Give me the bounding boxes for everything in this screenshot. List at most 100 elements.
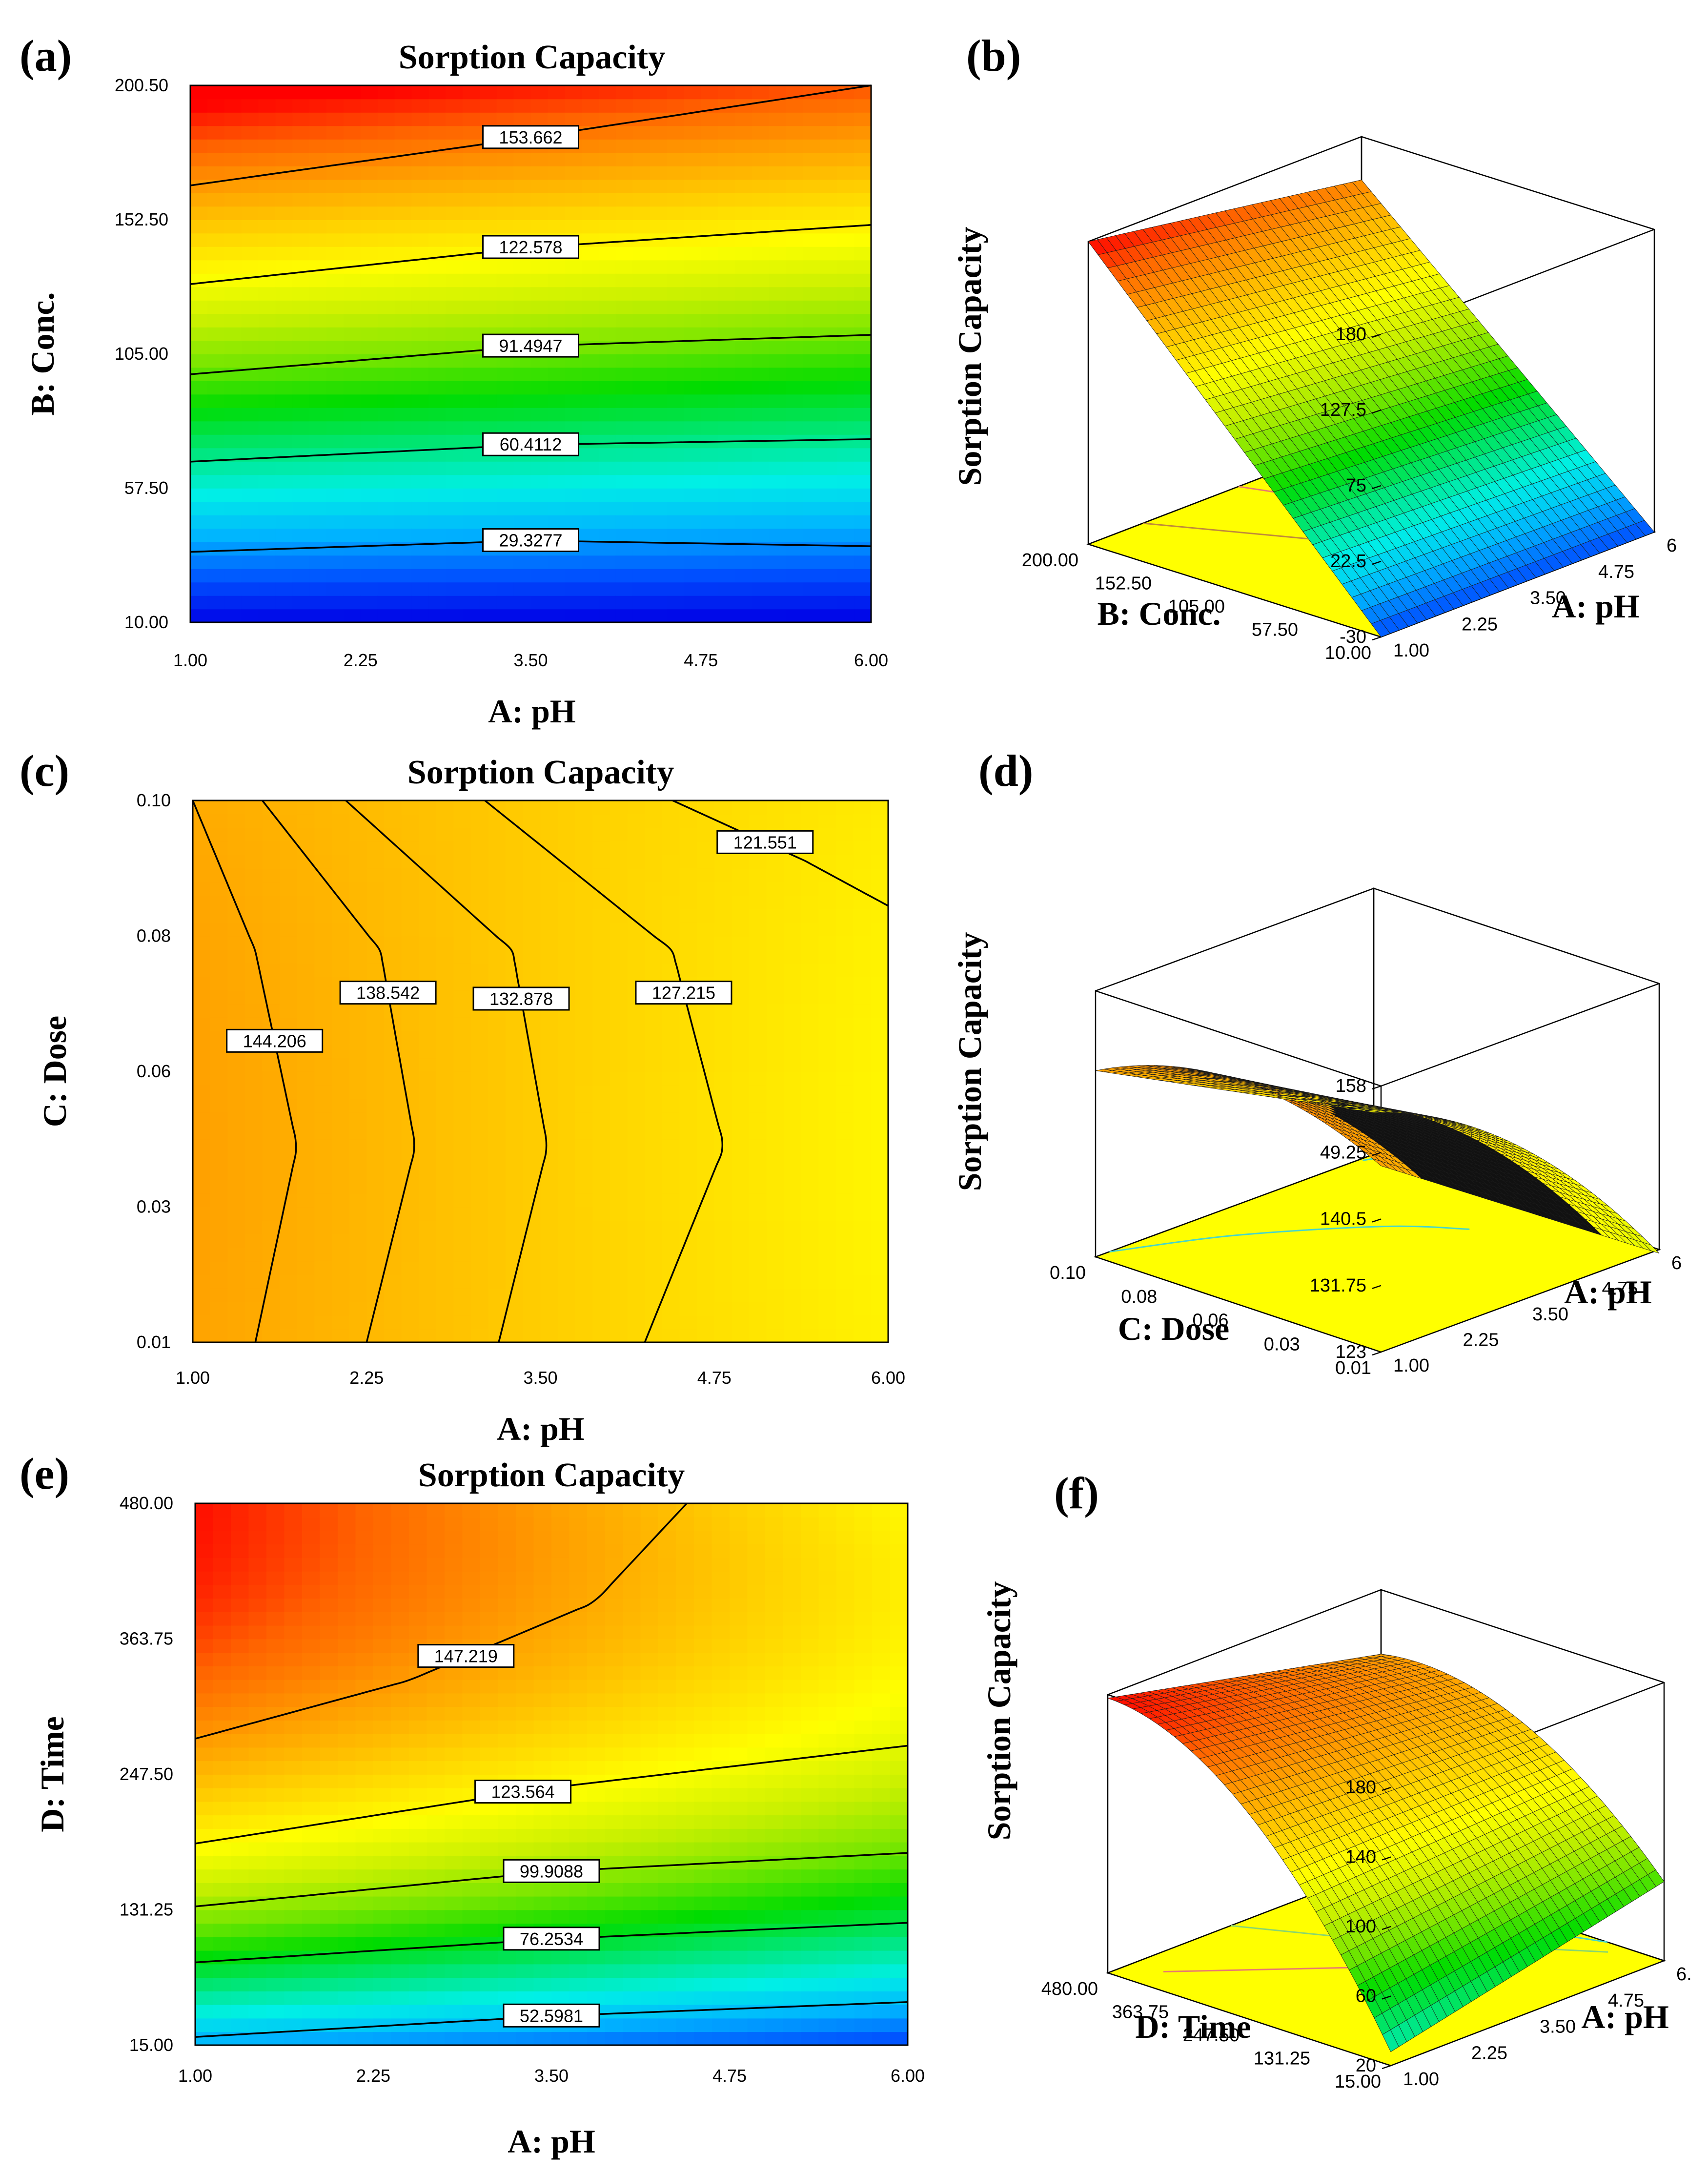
color-cell	[752, 233, 770, 247]
color-cell	[548, 569, 566, 583]
color-cell	[645, 1112, 663, 1126]
color-cell	[453, 1139, 471, 1153]
color-cell	[712, 1652, 730, 1666]
color-cell	[575, 1180, 593, 1194]
color-cell	[610, 1301, 628, 1316]
color-cell	[640, 1706, 659, 1721]
color-cell	[314, 1288, 332, 1302]
color-cell	[284, 1964, 303, 1978]
color-cell	[248, 1937, 267, 1951]
color-cell	[428, 125, 446, 140]
color-cell	[292, 85, 310, 100]
color-cell	[783, 1693, 801, 1707]
color-cell	[605, 1801, 623, 1816]
color-cell	[615, 287, 633, 301]
color-cell	[314, 814, 332, 828]
color-cell	[662, 1315, 680, 1330]
color-cell	[207, 125, 225, 140]
color-cell	[803, 515, 821, 529]
color-cell	[769, 206, 787, 220]
color-cell	[540, 1180, 558, 1194]
color-cell	[765, 1787, 784, 1802]
color-cell	[592, 1085, 610, 1099]
color-cell	[551, 1761, 570, 1775]
color-cell	[803, 313, 821, 328]
color-cell	[587, 1964, 606, 1978]
color-cell	[436, 1220, 454, 1234]
color-cell	[207, 528, 225, 542]
color-cell	[871, 800, 889, 815]
color-cell	[836, 1315, 854, 1330]
color-cell	[769, 260, 787, 274]
color-cell	[360, 408, 378, 422]
color-cell	[712, 1679, 730, 1694]
color-cell	[718, 528, 735, 542]
color-cell	[836, 1193, 854, 1208]
color-cell	[391, 1733, 409, 1748]
color-cell	[735, 394, 752, 408]
color-cell	[836, 1017, 854, 1031]
color-cell	[783, 1584, 801, 1599]
color-cell	[530, 595, 549, 610]
color-cell	[241, 501, 259, 515]
color-cell	[667, 99, 685, 113]
color-cell	[783, 1774, 801, 1788]
color-cell	[610, 882, 628, 896]
color-cell	[701, 448, 718, 462]
color-cell	[714, 1004, 732, 1018]
color-cell	[752, 112, 770, 126]
color-cell	[667, 569, 685, 583]
color-cell	[803, 501, 821, 515]
color-cell	[730, 1679, 748, 1694]
color-cell	[326, 408, 344, 422]
color-cell	[684, 501, 702, 515]
color-cell	[575, 1030, 593, 1045]
color-cell	[694, 1774, 712, 1788]
color-cell	[551, 1896, 570, 1910]
color-cell	[445, 2018, 463, 2032]
color-cell	[712, 1801, 730, 1816]
color-cell	[463, 394, 480, 408]
color-cell	[436, 1071, 454, 1086]
color-cell	[820, 501, 838, 515]
color-cell	[679, 827, 697, 842]
color-cell	[360, 220, 378, 234]
color-cell	[292, 434, 310, 449]
color-cell	[730, 1869, 748, 1883]
color-cell	[496, 555, 514, 569]
color-cell	[749, 963, 767, 977]
color-cell	[419, 882, 437, 896]
color-cell	[516, 1571, 534, 1585]
color-cell	[360, 434, 378, 449]
color-cell	[784, 909, 802, 923]
color-cell	[820, 206, 838, 220]
color-cell	[343, 233, 361, 247]
color-cell	[498, 1517, 516, 1531]
color-cell	[377, 448, 395, 462]
color-cell	[326, 193, 344, 207]
color-cell	[697, 909, 715, 923]
color-cell	[587, 1639, 606, 1653]
color-cell	[582, 408, 599, 422]
color-cell	[592, 1071, 610, 1086]
color-cell	[749, 922, 767, 937]
color-cell	[786, 582, 804, 596]
color-cell	[615, 233, 633, 247]
color-cell	[694, 1503, 712, 1518]
color-cell	[453, 990, 471, 1005]
color-cell	[752, 595, 770, 610]
color-cell	[872, 1937, 891, 1951]
color-cell	[453, 827, 471, 842]
color-cell	[801, 1503, 819, 1518]
color-cell	[820, 488, 838, 502]
color-cell	[752, 179, 770, 193]
color-cell	[714, 1044, 732, 1059]
color-cell	[297, 1274, 315, 1289]
color-cell	[427, 1517, 445, 1531]
color-cell	[391, 1761, 409, 1775]
color-cell	[605, 1503, 623, 1518]
color-cell	[248, 1706, 267, 1721]
color-cell	[569, 1828, 588, 1843]
color-cell	[338, 1598, 356, 1612]
color-cell	[569, 1909, 588, 1924]
